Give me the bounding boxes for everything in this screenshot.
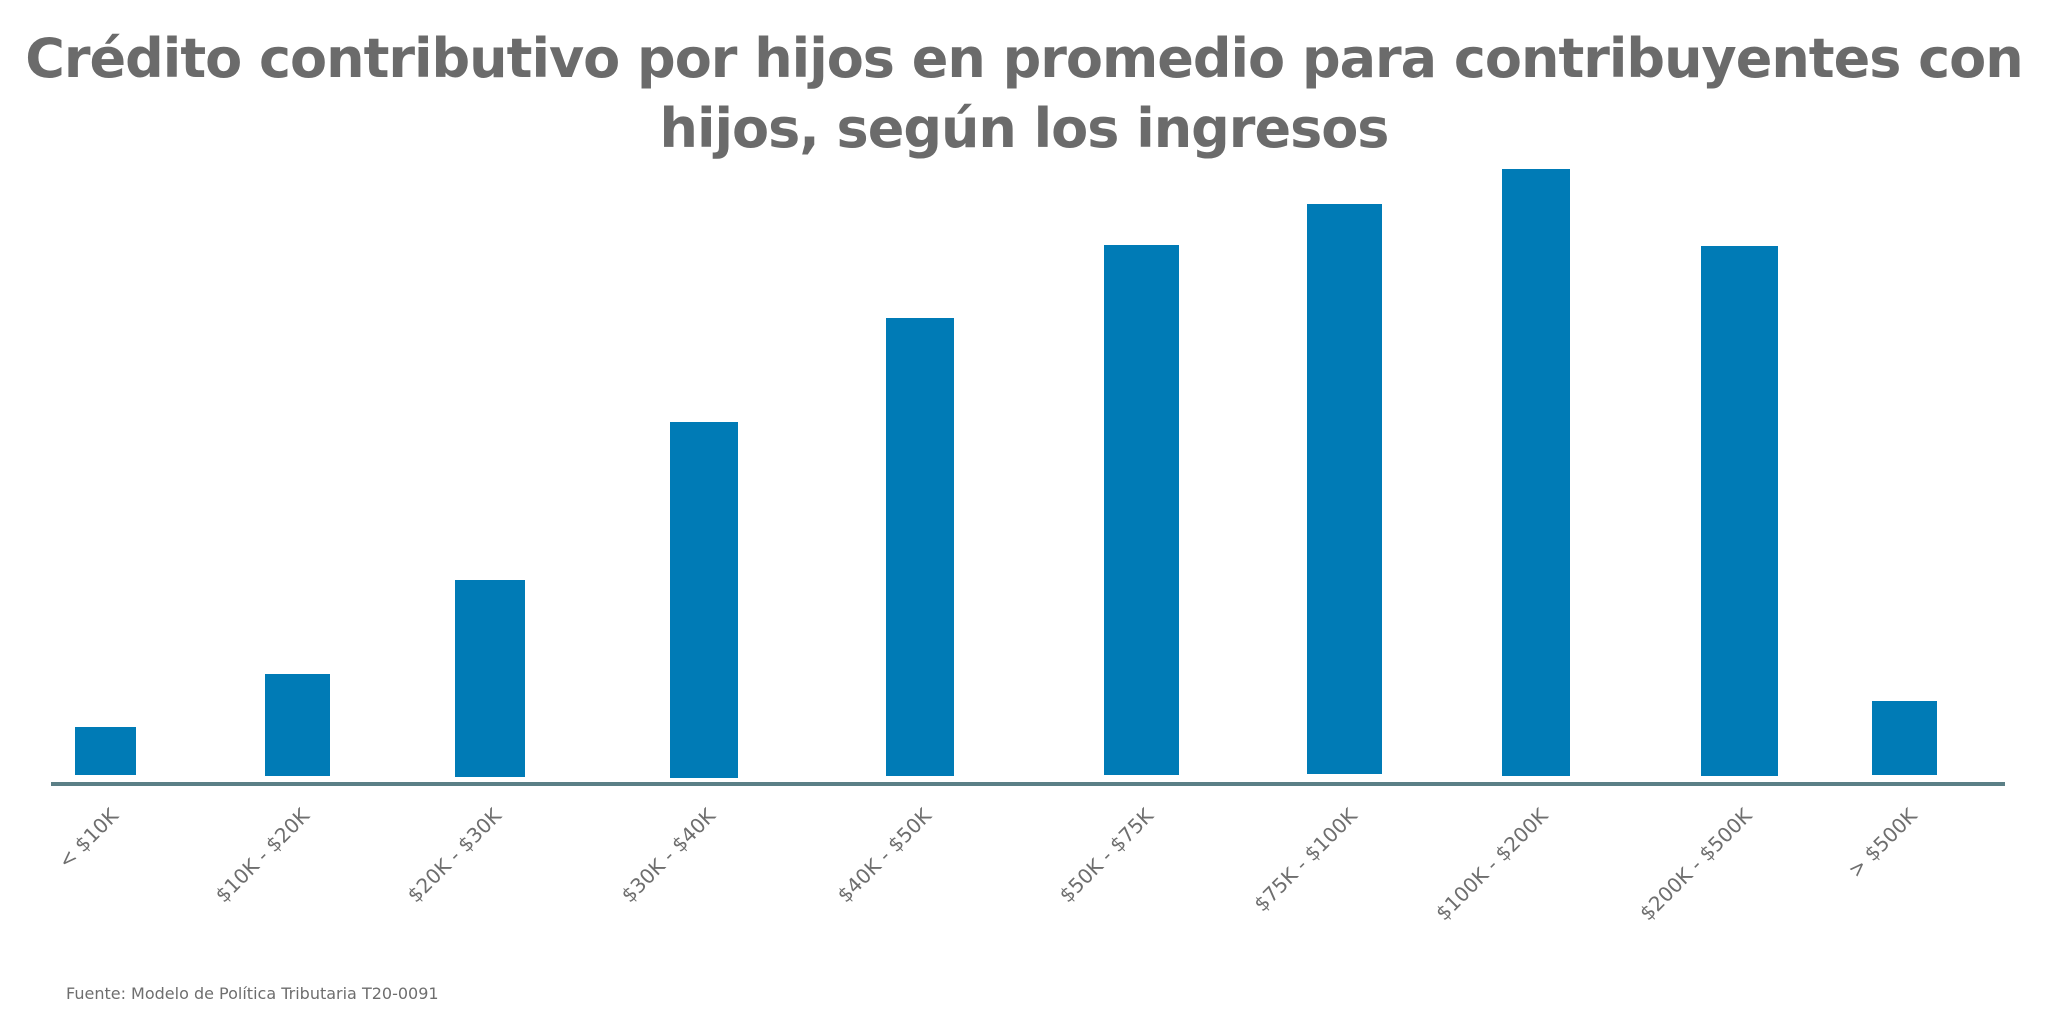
x-tick-label: $40K - $50K	[832, 803, 937, 908]
x-tick-label: $75K - $100K	[1248, 803, 1362, 917]
bar	[455, 580, 525, 777]
bar	[1872, 701, 1937, 775]
chart-title-line-1: Crédito contributivo por hijos en promed…	[25, 27, 2023, 90]
bar	[1502, 169, 1570, 776]
x-tick-label: $200K - $500K	[1634, 803, 1756, 926]
x-tick-label: > $500K	[1842, 803, 1922, 883]
bar	[670, 422, 738, 778]
bar	[1104, 245, 1179, 775]
bar	[75, 727, 136, 775]
bar	[1701, 246, 1778, 776]
x-tick-label: $50K - $75K	[1053, 803, 1158, 908]
chart-title: Crédito contributivo por hijos en promed…	[0, 24, 2048, 164]
bar	[886, 318, 954, 776]
x-tick-label: $20K - $30K	[402, 803, 507, 908]
x-axis-line	[51, 782, 2005, 786]
bar	[1307, 204, 1382, 774]
x-tick-label: $30K - $40K	[616, 803, 721, 908]
bar	[265, 674, 330, 776]
source-note: Fuente: Modelo de Política Tributaria T2…	[66, 984, 439, 1003]
x-tick-label: $100K - $200K	[1430, 803, 1553, 926]
chart-title-line-2: hijos, según los ingresos	[659, 97, 1390, 160]
x-tick-label: $10K - $20K	[209, 803, 314, 908]
x-tick-label: < $10K	[52, 803, 123, 874]
